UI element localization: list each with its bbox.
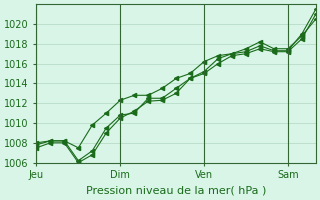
- X-axis label: Pression niveau de la mer( hPa ): Pression niveau de la mer( hPa ): [86, 186, 266, 196]
